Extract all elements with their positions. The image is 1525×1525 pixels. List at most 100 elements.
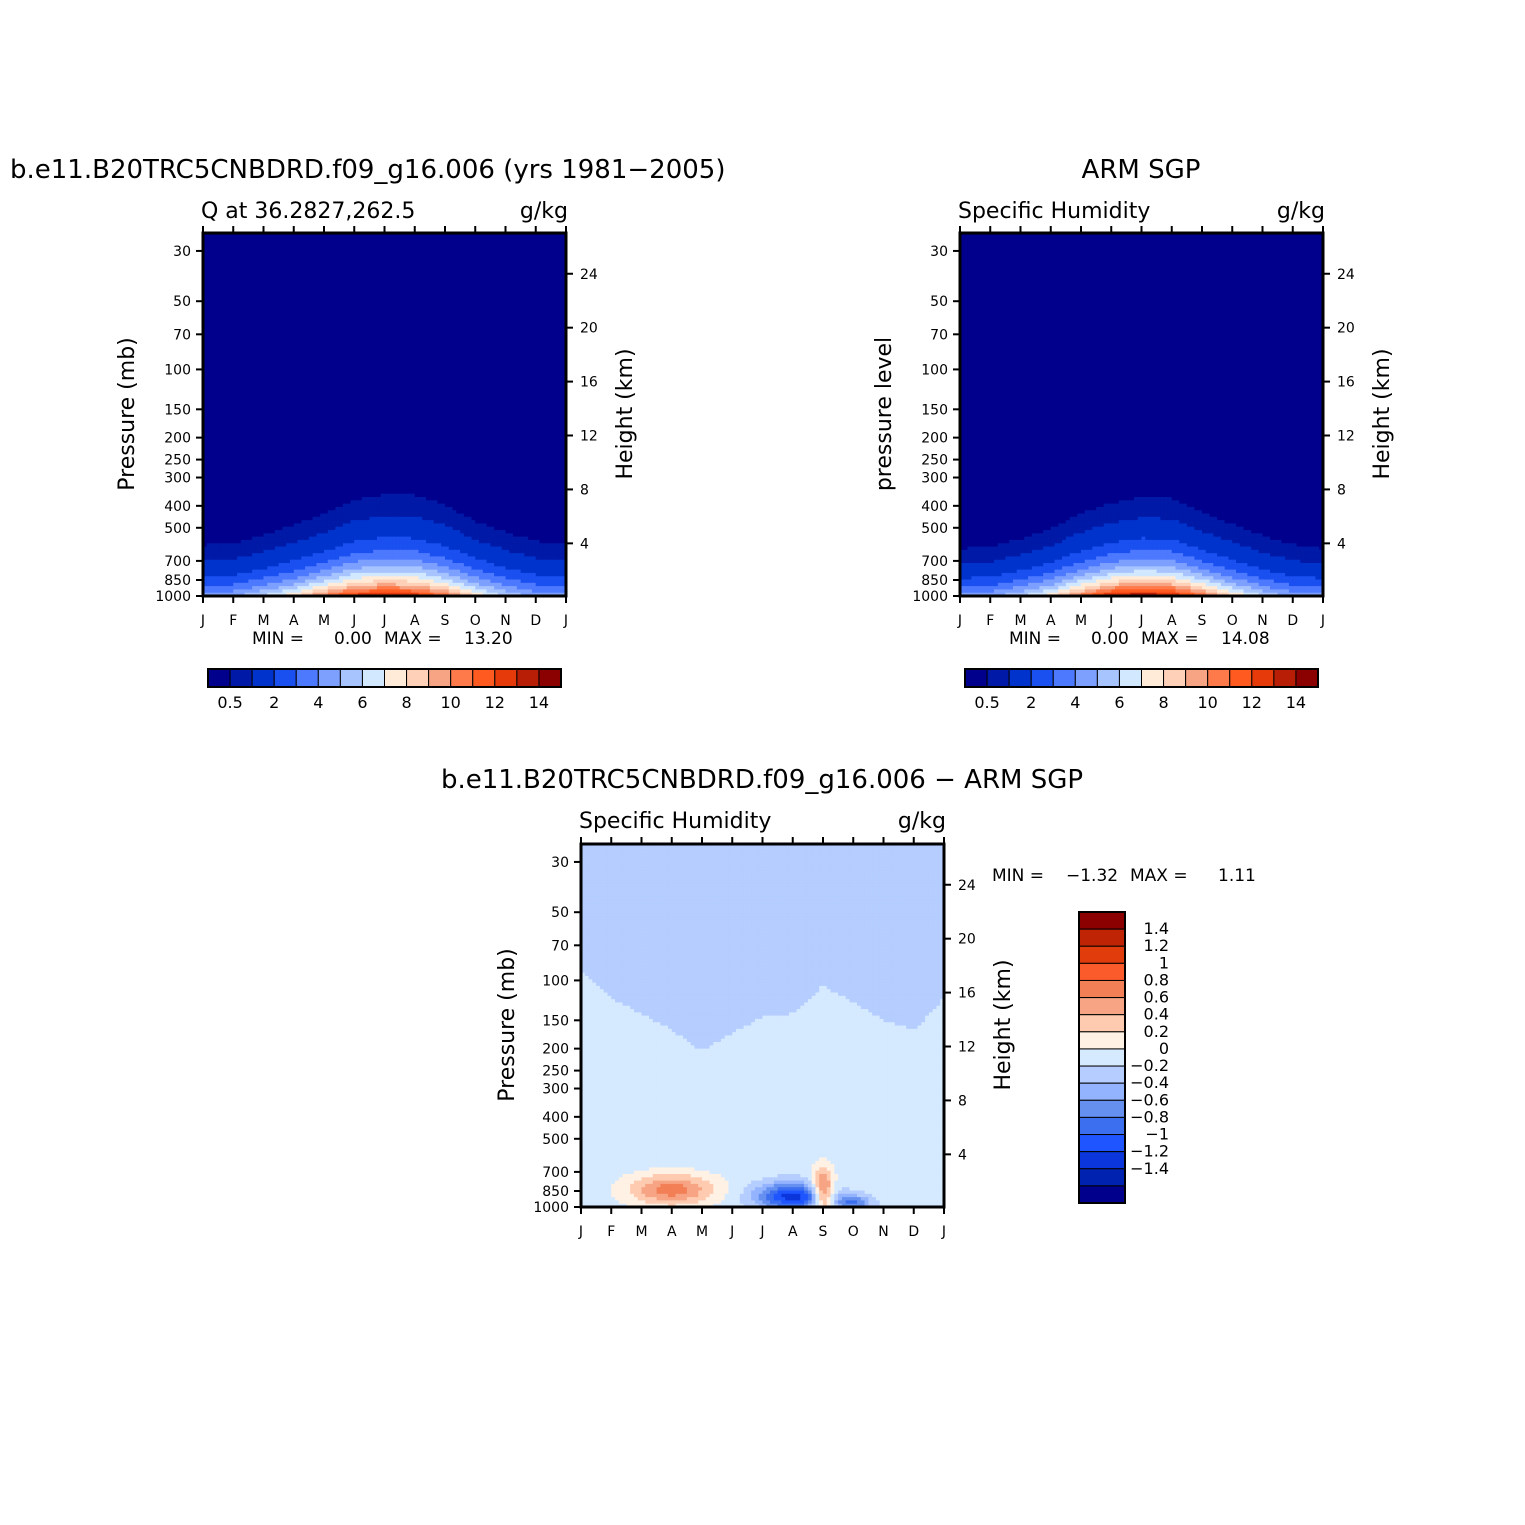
contour-cell [286, 295, 291, 300]
contour-cell [252, 305, 257, 310]
contour-cell [293, 275, 299, 280]
contour-cell [210, 427, 215, 432]
contour-cell [278, 500, 284, 505]
contour-cell [293, 437, 299, 442]
contour-cell [233, 269, 238, 274]
contour-cell [255, 381, 261, 386]
contour-cell [286, 480, 291, 485]
contour-cell [252, 365, 257, 369]
contour-cell [214, 506, 219, 511]
contour-cell [274, 302, 280, 307]
contour-cell [221, 252, 227, 257]
contour-cell [210, 533, 215, 538]
contour-cell [210, 503, 215, 508]
contour-cell [255, 411, 261, 416]
contour-cell [286, 450, 291, 455]
contour-cell [206, 381, 212, 386]
contour-cell [233, 427, 238, 432]
contour-cell [267, 322, 272, 326]
contour-cell [289, 444, 295, 449]
contour-cell [218, 447, 223, 452]
contour-cell [233, 582, 238, 587]
contour-cell [282, 332, 287, 336]
contour-cell [271, 493, 276, 498]
contour-cell [274, 586, 280, 590]
contour-cell [263, 394, 268, 399]
contour-cell [297, 312, 302, 317]
contour-cell [286, 559, 291, 564]
contour-cell [244, 246, 249, 251]
contour-cell [267, 345, 272, 350]
contour-cell [301, 417, 306, 422]
contour-cell [203, 533, 208, 538]
contour-cell [244, 332, 249, 336]
contour-cell [297, 530, 302, 534]
contour-cell [233, 539, 238, 544]
contour-cell [210, 467, 215, 472]
contour-cell [203, 523, 208, 528]
contour-cell [286, 338, 291, 343]
contour-cell [221, 381, 227, 386]
contour-cell [252, 285, 257, 290]
contour-cell [259, 447, 265, 452]
contour-cell [225, 493, 231, 498]
contour-cell [233, 315, 238, 320]
contour-cell [263, 424, 268, 429]
contour-cell [278, 272, 284, 277]
contour-cell [274, 328, 280, 333]
contour-cell [229, 414, 234, 419]
contour-cell [263, 543, 268, 548]
contour-cell [274, 493, 280, 498]
contour-cell [286, 252, 291, 257]
contour-cell [274, 361, 280, 366]
contour-cell [301, 440, 306, 445]
contour-cell [206, 341, 212, 346]
contour-cell [274, 252, 280, 257]
contour-cell [206, 520, 212, 524]
contour-cell [289, 371, 295, 376]
contour-cell [233, 279, 238, 284]
contour-cell [301, 345, 306, 350]
contour-cell [218, 434, 223, 439]
contour-cell [221, 368, 227, 373]
contour-cell [271, 351, 276, 356]
contour-cell [282, 394, 287, 399]
contour-cell [252, 414, 257, 419]
contour-cell [244, 299, 249, 303]
contour-cell [240, 493, 246, 498]
contour-cell [286, 315, 291, 320]
contour-cell [225, 497, 231, 501]
contour-cell [203, 252, 208, 257]
contour-cell [282, 417, 287, 422]
contour-cell [203, 473, 208, 478]
contour-cell [289, 233, 295, 237]
contour-cell [282, 546, 287, 551]
contour-cell [221, 401, 227, 406]
contour-cell [214, 388, 219, 392]
contour-cell [244, 371, 249, 376]
contour-cell [286, 325, 291, 330]
contour-cell [278, 391, 284, 396]
contour-cell [248, 404, 253, 409]
contour-cell [206, 345, 212, 350]
contour-cell [301, 348, 306, 353]
contour-cell [255, 325, 261, 330]
contour-cell [244, 282, 249, 287]
contour-cell [203, 447, 208, 452]
contour-cell [203, 266, 208, 270]
contour-cell [225, 444, 231, 449]
contour-cell [244, 516, 249, 521]
contour-cell [282, 447, 287, 452]
contour-cell [214, 325, 219, 330]
contour-cell [297, 256, 302, 260]
contour-cell [240, 384, 246, 389]
contour-cell [221, 417, 227, 422]
contour-cell [218, 269, 223, 274]
contour-cell [225, 374, 231, 379]
chart-left-label: Q at 36.2827,262.5 [201, 199, 415, 224]
contour-cell [263, 233, 268, 237]
contour-cell [237, 371, 242, 376]
contour-cell [271, 487, 276, 491]
contour-cell [210, 295, 215, 300]
contour-cell [263, 266, 268, 270]
